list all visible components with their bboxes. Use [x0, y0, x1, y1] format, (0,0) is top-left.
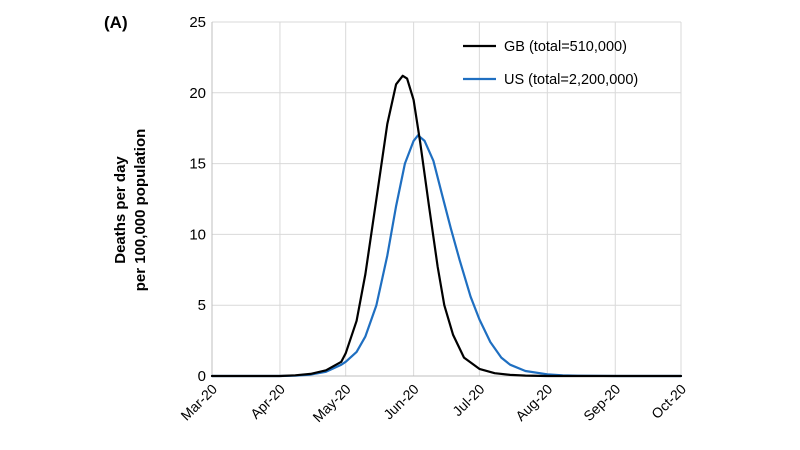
y-tick-label: 20 [189, 85, 206, 102]
series-line-us [210, 134, 683, 378]
legend: GB (total=510,000) US (total=2,200,000) [463, 39, 638, 88]
y-tick-label: 5 [198, 297, 206, 314]
x-tick-label: Jun-20 [380, 381, 422, 423]
y-axis-label-line-2: per 100,000 population [132, 129, 149, 292]
x-tick-label: Sep-20 [580, 381, 623, 424]
y-tick-label: 15 [189, 156, 206, 173]
x-tick-label: Jul-20 [449, 381, 487, 419]
y-tick-label: 10 [189, 226, 206, 243]
y-axis-label-line-1: Deaths per day [112, 156, 129, 264]
x-tick-label: May-20 [309, 381, 353, 425]
y-tick-label: 25 [189, 14, 206, 31]
panel-label: (A) [104, 13, 128, 32]
legend-label-gb: GB (total=510,000) [504, 39, 627, 55]
y-tick-label: 0 [198, 368, 206, 385]
y-tick-labels: 0 5 10 15 20 25 [189, 14, 206, 385]
legend-label-us: US (total=2,200,000) [504, 72, 638, 88]
x-tick-label: Oct-20 [648, 381, 689, 422]
x-tick-label: Apr-20 [247, 381, 288, 422]
series-line-gb [210, 74, 683, 378]
x-tick-label: Mar-20 [177, 381, 220, 424]
x-tick-labels: Mar-20 Apr-20 May-20 Jun-20 Jul-20 Aug-20 Sep-… [177, 381, 689, 425]
series-lines [210, 74, 683, 378]
x-tick-label: Aug-20 [512, 381, 555, 424]
